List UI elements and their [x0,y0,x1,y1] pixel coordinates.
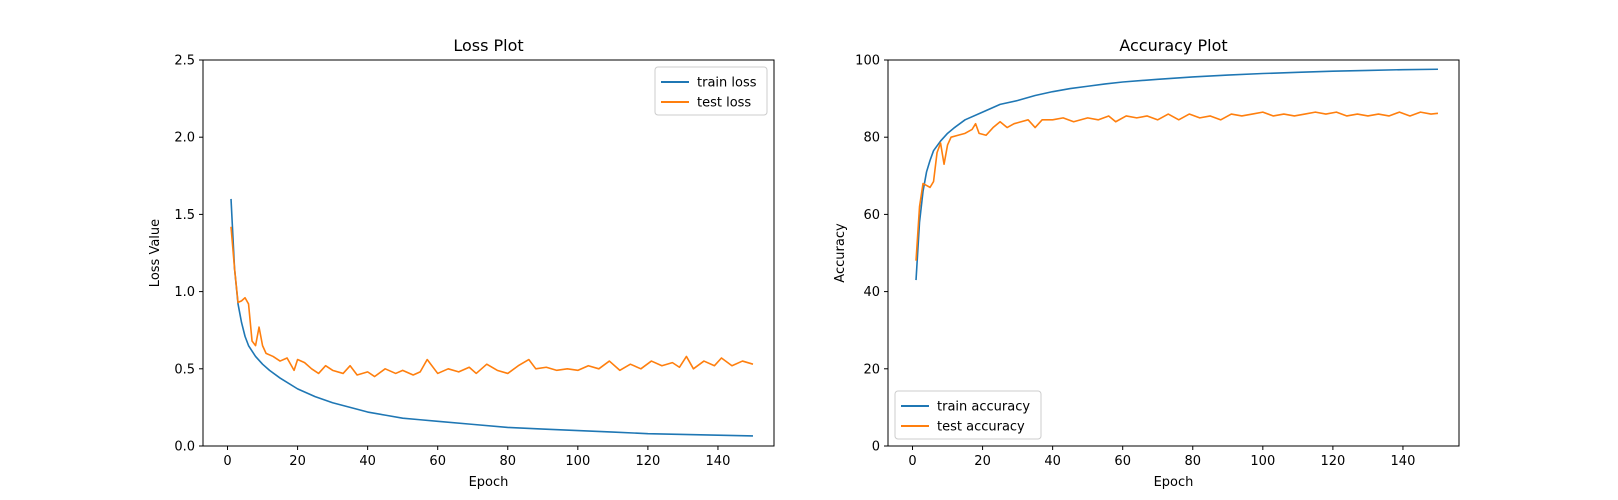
legend-label: train accuracy [937,400,1030,415]
series-line-test-accuracy [915,111,1439,261]
y-tick-label: 2.5 [174,54,195,69]
x-tick-label: 0 [908,454,916,469]
legend: train accuracy test accuracy [894,390,1042,440]
x-tick-label: 60 [1114,454,1131,469]
y-tick-label: 80 [863,131,880,146]
x-tick-label: 80 [499,454,516,469]
x-axis-label: Epoch [1154,475,1194,490]
series-line-train-accuracy [915,68,1438,281]
plot-frame [202,59,775,447]
x-tick-label: 60 [429,454,446,469]
y-tick-label: 0.0 [174,440,195,455]
chart-panel-1: Accuracy Plot 0 20 40 60 80 100 120 140 0 20 40 60 80… [833,36,1460,490]
chart-title: Accuracy Plot [1119,36,1227,55]
x-tick-label: 140 [1391,454,1416,469]
y-tick-label: 1.5 [174,208,195,223]
chart-panel-0: Loss Plot 0 20 40 60 80 100 120 140 0.0 0.5 1.0 1.5 2… [148,36,775,490]
y-tick-label: 2.0 [174,131,195,146]
series-line-train-loss [230,198,753,437]
legend-label: train loss [697,76,757,91]
x-tick-label: 0 [223,454,231,469]
x-tick-label: 80 [1184,454,1201,469]
x-tick-label: 140 [706,454,731,469]
x-tick-label: 20 [289,454,306,469]
x-tick-label: 20 [974,454,991,469]
y-tick-label: 1.0 [174,285,195,300]
y-tick-label: 100 [855,54,880,69]
y-tick-label: 20 [863,362,880,377]
y-tick-label: 0 [872,440,880,455]
plot-frame [887,59,1460,447]
y-axis-label: Accuracy [833,223,848,283]
y-tick-label: 40 [863,285,880,300]
x-tick-label: 120 [1320,454,1345,469]
series-line-test-loss [230,226,754,378]
y-tick-label: 60 [863,208,880,223]
x-tick-label: 100 [1250,454,1275,469]
x-tick-label: 40 [1044,454,1061,469]
x-axis-label: Epoch [469,475,509,490]
x-tick-label: 100 [565,454,590,469]
y-axis-label: Loss Value [148,219,163,287]
chart-title: Loss Plot [453,36,523,55]
x-tick-label: 40 [359,454,376,469]
x-tick-label: 120 [635,454,660,469]
legend-label: test accuracy [937,420,1025,435]
legend: train loss test loss [654,66,768,116]
legend-box [894,390,1042,440]
y-tick-label: 0.5 [174,362,195,377]
legend-label: test loss [697,96,751,111]
